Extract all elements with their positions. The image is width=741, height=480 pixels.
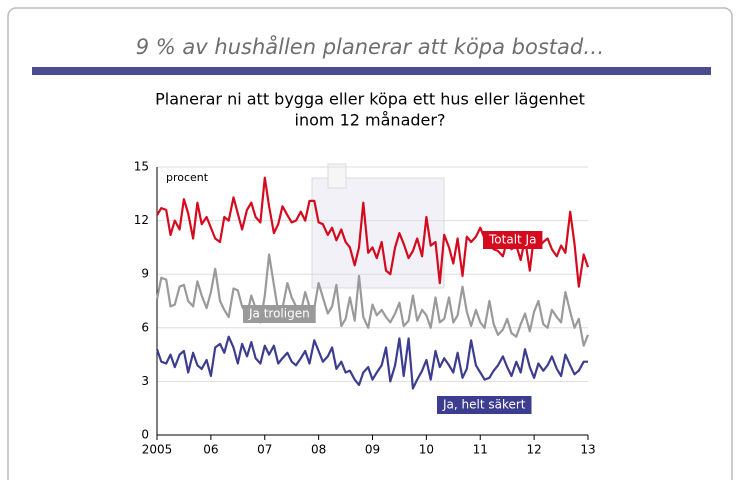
y-tick-label: 9 bbox=[141, 267, 149, 281]
x-tick-label: 2005 bbox=[142, 443, 173, 457]
chart-title: 9 % av hushållen planerar att köpa bosta… bbox=[136, 34, 604, 59]
series-label-box bbox=[483, 231, 543, 249]
series-label: Totalt Ja bbox=[488, 233, 536, 247]
card bbox=[7, 7, 733, 480]
series-label-box bbox=[243, 305, 316, 323]
x-tick-label: 07 bbox=[257, 443, 272, 457]
x-tick-label: 12 bbox=[526, 443, 541, 457]
x-tick-label: 13 bbox=[580, 443, 595, 457]
y-tick-label: 3 bbox=[141, 374, 149, 388]
y-tick-label: 6 bbox=[141, 320, 149, 334]
house-illustration bbox=[311, 163, 445, 289]
x-tick-label: 09 bbox=[365, 443, 380, 457]
x-tick-label: 10 bbox=[419, 443, 434, 457]
subtitle: inom 12 månader? bbox=[295, 111, 446, 130]
x-tick-label: 08 bbox=[311, 443, 326, 457]
y-tick-label: 15 bbox=[134, 160, 149, 174]
x-tick-label: 06 bbox=[203, 443, 218, 457]
series-label: Ja troligen bbox=[248, 307, 310, 321]
y-tick-label: 12 bbox=[134, 213, 149, 227]
series-label-box bbox=[437, 396, 532, 414]
x-tick-label: 11 bbox=[473, 443, 488, 457]
y-axis-label: procent bbox=[166, 171, 209, 184]
y-tick-label: 0 bbox=[141, 428, 149, 442]
series-line bbox=[155, 253, 590, 347]
title-bar bbox=[32, 67, 711, 75]
series-label: Ja, helt säkert bbox=[442, 398, 526, 412]
series-line bbox=[155, 335, 588, 390]
subtitle: Planerar ni att bygga eller köpa ett hus… bbox=[155, 90, 585, 109]
